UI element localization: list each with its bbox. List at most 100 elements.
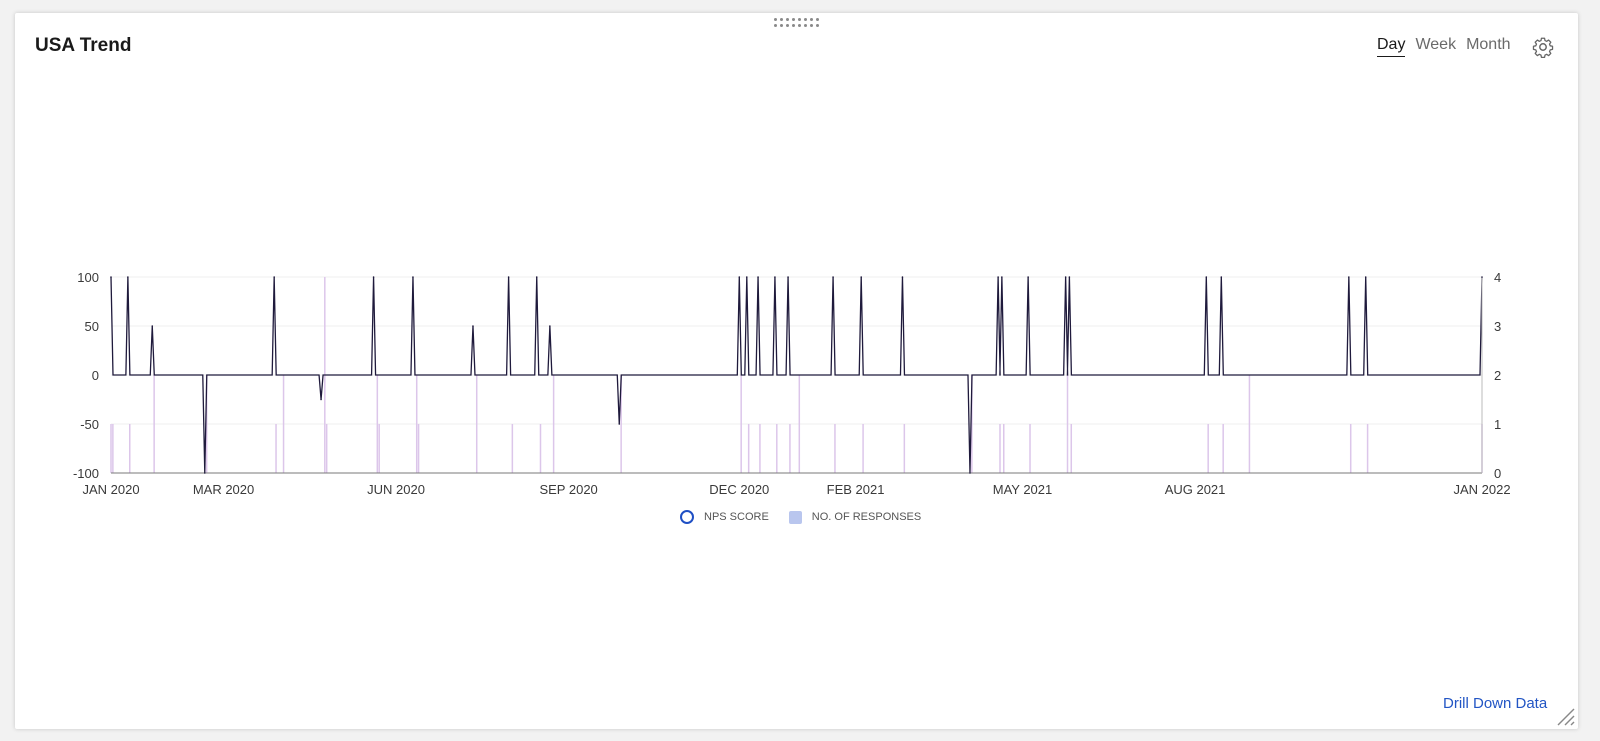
responses-bar-35 [1248, 375, 1251, 473]
responses-bar-26 [903, 424, 906, 473]
resize-handle-icon[interactable] [1556, 707, 1576, 727]
nps-point-20 [901, 276, 904, 278]
nps-point-3 [203, 472, 206, 474]
nps-point-7 [412, 276, 414, 278]
responses-bar-13 [475, 375, 478, 473]
legend-item-responses[interactable]: NO. OF RESPONSES [788, 510, 922, 524]
responses-bar-17 [620, 375, 622, 473]
responses-bar-32 [1070, 424, 1073, 473]
nps-point-27 [1205, 276, 1208, 278]
responses-bar-33 [1207, 424, 1209, 473]
responses-bar-1 [112, 424, 114, 473]
responses-bar-8 [325, 424, 328, 473]
nps-point-31 [1481, 276, 1483, 278]
x-tick-label-8: JAN 2022 [1453, 482, 1510, 497]
x-tick-label-6: MAY 2021 [993, 482, 1053, 497]
gear-icon[interactable] [1532, 36, 1554, 58]
nps-point-17 [787, 276, 789, 278]
responses-bar-9 [376, 375, 379, 473]
period-selector: Day Week Month [1377, 36, 1511, 57]
nps-point-12 [618, 423, 621, 425]
responses-bar-29 [1002, 424, 1005, 473]
legend-label-responses: NO. OF RESPONSES [811, 511, 922, 523]
nps-point-24 [1027, 276, 1029, 278]
responses-bar-28 [999, 424, 1001, 473]
legend-item-nps-score[interactable]: NPS SCORE [680, 510, 769, 524]
responses-bar-21 [776, 424, 778, 473]
responses-bar-15 [539, 424, 542, 473]
responses-bar-24 [834, 424, 836, 473]
responses-bar-5 [275, 424, 277, 473]
period-week-tab[interactable]: Week [1415, 36, 1457, 53]
nps-point-28 [1220, 276, 1223, 278]
left-tick-label-1: 50 [85, 319, 99, 334]
widget-title: USA Trend [35, 35, 132, 56]
nps-point-5 [320, 398, 322, 401]
responses-bar-34 [1222, 424, 1224, 473]
nps-point-15 [757, 276, 759, 278]
responses-bar-4 [205, 375, 208, 473]
responses-bar-30 [1029, 424, 1031, 473]
responses-bar-11 [415, 375, 418, 473]
nps-point-0 [110, 276, 112, 278]
nps-point-4 [273, 276, 275, 278]
responses-bar-20 [759, 424, 761, 473]
legend-square-icon [788, 510, 802, 524]
legend-label-nps-score: NPS SCORE [704, 511, 769, 523]
right-tick-label-4: 0 [1494, 466, 1501, 481]
left-tick-label-0: 100 [77, 270, 99, 285]
nps-point-1 [127, 276, 129, 278]
responses-bar-31 [1066, 375, 1069, 473]
nps-point-2 [151, 325, 154, 327]
x-tick-label-4: DEC 2020 [709, 482, 769, 497]
x-tick-label-7: AUG 2021 [1165, 482, 1226, 497]
right-tick-label-3: 1 [1494, 417, 1501, 432]
responses-bar-3 [153, 375, 155, 473]
x-tick-label-1: MAR 2020 [193, 482, 254, 497]
responses-bar-12 [417, 424, 420, 473]
nps-point-11 [549, 325, 551, 327]
nps-point-6 [372, 276, 375, 278]
nps-point-30 [1364, 276, 1367, 278]
nps-point-25 [1064, 276, 1067, 278]
chart-legend: NPS SCORE NO. OF RESPONSES [680, 510, 941, 524]
nps-trend-chart: 100 50 0 -50 -100 4 3 2 1 0 JAN 2020 MAR 2020 JUN … [73, 270, 1511, 497]
right-tick-label-1: 3 [1494, 319, 1501, 334]
responses-bar-19 [747, 424, 750, 473]
period-day-tab[interactable]: Day [1377, 36, 1406, 57]
responses-bar-36 [1349, 424, 1352, 473]
nps-point-19 [860, 276, 863, 278]
responses-bar-10 [378, 424, 380, 473]
responses-bar-6 [282, 375, 285, 473]
nps-point-16 [774, 276, 776, 278]
nps-score-line [110, 276, 1483, 474]
left-tick-label-2: 0 [92, 368, 99, 383]
nps-point-29 [1348, 276, 1350, 278]
nps-point-26 [1068, 276, 1071, 278]
responses-bar-2 [129, 424, 131, 473]
drill-down-link[interactable]: Drill Down Data [1443, 695, 1548, 712]
responses-bar-27 [971, 375, 973, 473]
nps-point-9 [507, 276, 510, 278]
left-tick-label-4: -100 [73, 466, 99, 481]
responses-bar-25 [862, 424, 864, 473]
x-tick-label-3: SEP 2020 [539, 482, 597, 497]
nps-point-13 [738, 276, 741, 278]
x-tick-label-5: FEB 2021 [827, 482, 885, 497]
nps-point-22 [997, 276, 999, 278]
responses-bar-22 [789, 424, 791, 473]
nps-point-23 [1001, 276, 1003, 278]
drag-handle-icon[interactable] [774, 18, 819, 30]
nps-point-8 [472, 325, 474, 327]
x-tick-label-2: JUN 2020 [367, 482, 425, 497]
nps-point-14 [745, 276, 748, 278]
responses-bar-37 [1366, 424, 1369, 473]
nps-point-21 [969, 472, 971, 474]
responses-bar-0 [110, 424, 112, 473]
responses-bar-14 [511, 424, 514, 473]
period-month-tab[interactable]: Month [1466, 36, 1511, 53]
right-tick-label-0: 4 [1494, 270, 1501, 285]
responses-bar-23 [798, 375, 801, 473]
left-tick-label-3: -50 [80, 417, 99, 432]
right-tick-label-2: 2 [1494, 368, 1501, 383]
